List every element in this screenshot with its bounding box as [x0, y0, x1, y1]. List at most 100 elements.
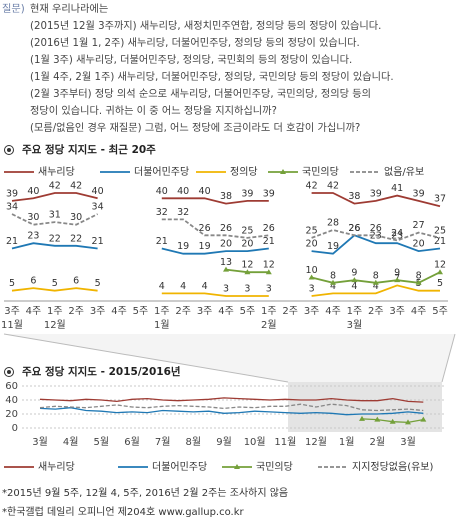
marker: [420, 416, 427, 422]
value-label: 42: [70, 181, 82, 192]
value-label: 39: [241, 188, 253, 199]
legend-label: 국민의당: [302, 166, 339, 178]
x-tick-label: 3월: [32, 436, 48, 448]
x-tick-label: 4주: [325, 306, 341, 317]
value-label: 22: [70, 233, 82, 244]
value-label: 21: [434, 236, 446, 247]
value-label: 31: [49, 210, 61, 221]
value-label: 20: [306, 239, 318, 250]
legend-label: 국민의당: [256, 461, 293, 473]
value-label: 30: [27, 212, 39, 223]
value-label: 26: [370, 223, 382, 234]
x-tick-label: 3주: [197, 306, 213, 317]
value-label: 13: [220, 257, 232, 268]
legend-label: 더불어민주당: [152, 461, 207, 473]
value-label: 9: [351, 268, 357, 279]
bullet: [4, 145, 14, 155]
x-tick-label: 9월: [216, 436, 232, 448]
question-line: (1월 3주) 새누리당, 더불어민주당, 정의당, 국민회의 등의 정당이 있…: [30, 54, 352, 66]
marker: [265, 269, 272, 275]
x-tick-label: 2월: [370, 436, 386, 448]
value-label: 37: [434, 194, 446, 205]
x-tick-label: 1주: [47, 306, 63, 317]
legend-marker: [280, 169, 286, 174]
value-label: 40: [156, 186, 168, 197]
connector-line: [441, 333, 456, 383]
footnote: *한국갤럽 데일리 오피니언 제204호 www.gallup.co.kr: [2, 506, 245, 518]
value-label: 19: [177, 241, 189, 252]
y-tick-label: 40: [5, 395, 18, 406]
x-tick-label: 4주: [111, 306, 127, 317]
question-line: (2월 3주부터) 정당 의석 순으로 새누리당, 더불어민주당, 국민의당, …: [30, 88, 371, 100]
x-tick-label: 5월: [94, 436, 110, 448]
x-tick-label: 4주: [411, 306, 427, 317]
value-label: 8: [416, 270, 422, 281]
series-line: [39, 403, 424, 412]
x-tick-label: 3주: [4, 306, 20, 317]
question-label: 질문): [2, 3, 25, 15]
value-label: 8: [330, 270, 336, 281]
x-tick-label: 3주: [389, 306, 405, 317]
question-line: 정당이 있습니다. 귀하는 이 중 어느 정당을 지지하십니까?: [30, 104, 277, 117]
x-tick-label: 8월: [186, 436, 202, 448]
value-label: 27: [413, 220, 425, 231]
bullet: [4, 367, 14, 377]
question-line: (모름/없음인 경우 재질문) 그럼, 어느 정당에 조금이라도 더 호감이 가…: [30, 121, 360, 134]
value-label: 40: [92, 186, 104, 197]
value-label: 23: [391, 231, 403, 242]
series-line: [11, 213, 441, 242]
x-tick-label: 4주: [26, 306, 42, 317]
value-label: 25: [306, 225, 318, 236]
series-line: [11, 234, 441, 255]
highlight-region: [288, 382, 442, 432]
value-label: 4: [373, 281, 379, 292]
series-line: [39, 407, 424, 416]
marker: [415, 279, 422, 285]
legend-label: 더불어민주당: [134, 166, 189, 178]
value-label: 4: [159, 281, 165, 292]
value-label: 21: [6, 236, 18, 247]
value-label: 23: [27, 231, 39, 242]
x-tick-label: 2주: [175, 306, 191, 317]
x-tick-label: 3주: [304, 306, 320, 317]
month-label: 12월: [44, 319, 66, 331]
value-label: 40: [199, 186, 211, 197]
value-label: 5: [9, 278, 15, 289]
question-line: 현재 우리나라에는: [30, 3, 108, 15]
x-tick-label: 1월: [339, 436, 355, 448]
x-tick-label: 5주: [133, 306, 149, 317]
x-tick-label: 7월: [155, 436, 171, 448]
value-label: 22: [49, 233, 61, 244]
value-label: 21: [156, 236, 168, 247]
x-tick-label: 1주: [347, 306, 363, 317]
value-label: 34: [92, 202, 104, 213]
value-label: 6: [30, 276, 36, 287]
month-label: 2월: [261, 319, 277, 331]
value-label: 19: [199, 241, 211, 252]
chart-title: 주요 정당 지지도 - 최근 20주: [22, 143, 156, 156]
question-line: (1월 4주, 2월 1주) 새누리당, 더불어민주당, 정의당, 국민의당 등…: [30, 71, 394, 83]
value-label: 20: [413, 239, 425, 250]
value-label: 32: [177, 207, 189, 218]
x-tick-label: 12월: [305, 436, 327, 448]
marker: [223, 266, 229, 272]
value-label: 30: [70, 212, 82, 223]
value-label: 26: [263, 223, 275, 234]
chart-title: 주요 정당 지지도 - 2015/2016년: [22, 365, 181, 378]
series-line: [11, 192, 441, 208]
value-label: 4: [180, 281, 186, 292]
connector-line: [3, 333, 289, 383]
x-tick-label: 1주: [154, 306, 170, 317]
legend-label: 새누리당: [38, 461, 75, 473]
value-label: 4: [202, 281, 208, 292]
x-tick-label: 5주: [240, 306, 256, 317]
value-label: 12: [263, 260, 275, 271]
marker: [244, 269, 251, 275]
marker: [330, 279, 336, 285]
value-label: 3: [223, 284, 229, 295]
marker: [351, 277, 358, 283]
marker: [394, 277, 401, 283]
y-tick-label: 20: [5, 409, 18, 420]
